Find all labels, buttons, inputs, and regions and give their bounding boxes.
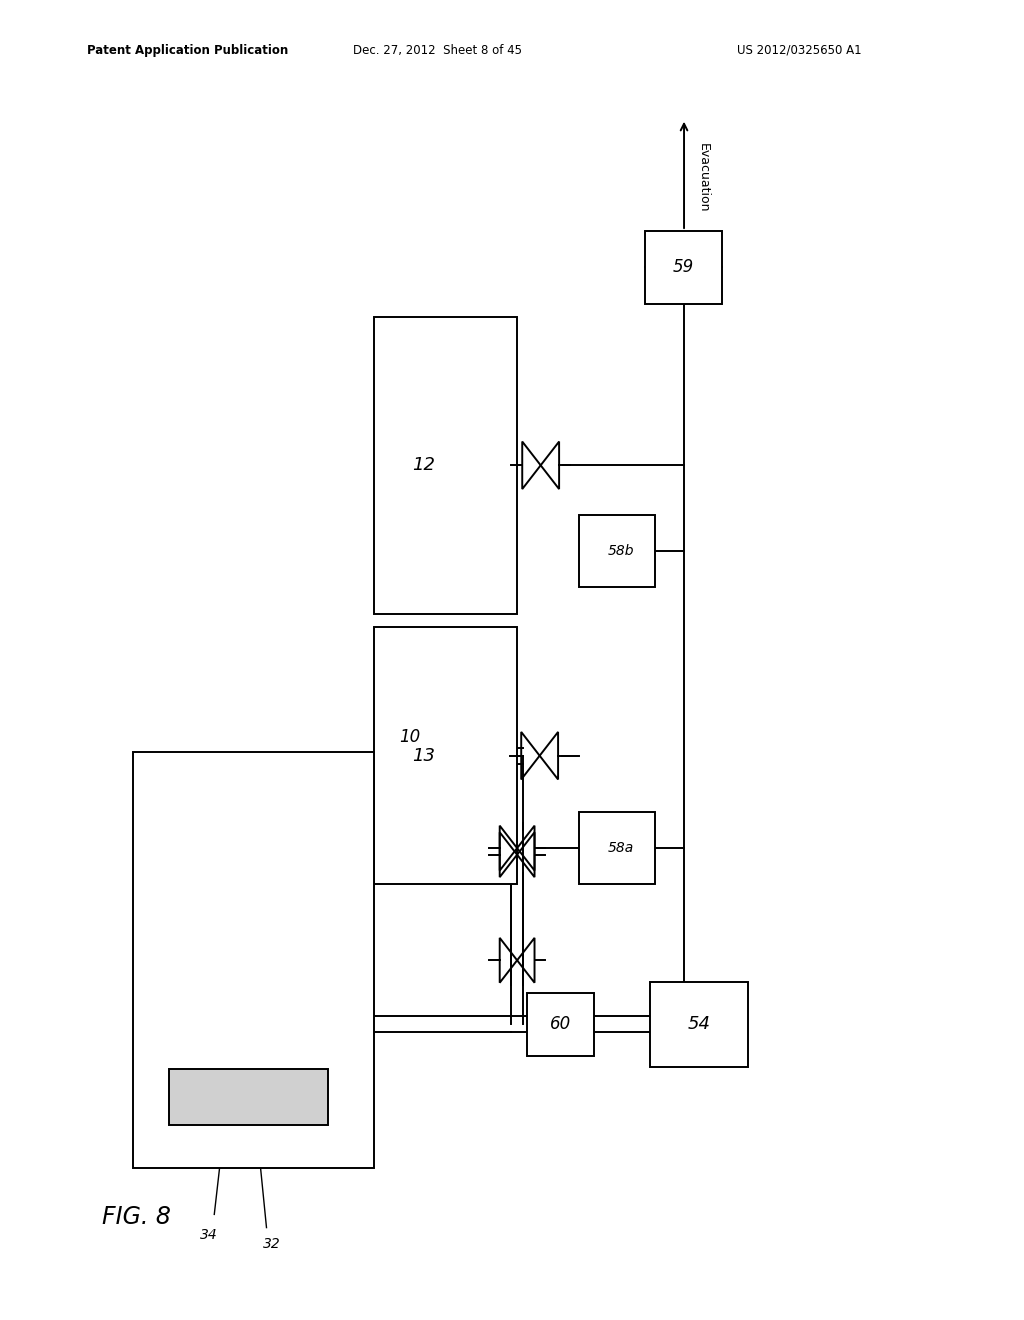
Text: Evacuation: Evacuation	[696, 144, 710, 213]
Text: 12: 12	[413, 457, 435, 474]
Bar	[169, 1069, 328, 1125]
Text: 32: 32	[263, 1237, 281, 1251]
Bar	[650, 982, 748, 1067]
Bar	[374, 627, 517, 884]
Text: Patent Application Publication: Patent Application Publication	[87, 44, 289, 57]
Bar	[133, 752, 374, 1168]
Text: Dec. 27, 2012  Sheet 8 of 45: Dec. 27, 2012 Sheet 8 of 45	[353, 44, 522, 57]
Text: 58b: 58b	[607, 544, 634, 558]
Bar	[527, 993, 594, 1056]
Text: FIG. 8: FIG. 8	[102, 1205, 171, 1229]
Text: 60: 60	[550, 1015, 571, 1034]
Text: 34: 34	[201, 1228, 218, 1242]
Bar	[579, 515, 655, 587]
Text: 58a: 58a	[607, 841, 634, 855]
Text: 59: 59	[673, 259, 694, 276]
Text: 13: 13	[413, 747, 435, 764]
Bar	[645, 231, 722, 304]
Text: 10: 10	[399, 727, 420, 746]
Text: 54: 54	[687, 1015, 711, 1034]
Bar	[579, 812, 655, 884]
Bar	[374, 317, 517, 614]
Text: US 2012/0325650 A1: US 2012/0325650 A1	[737, 44, 862, 57]
